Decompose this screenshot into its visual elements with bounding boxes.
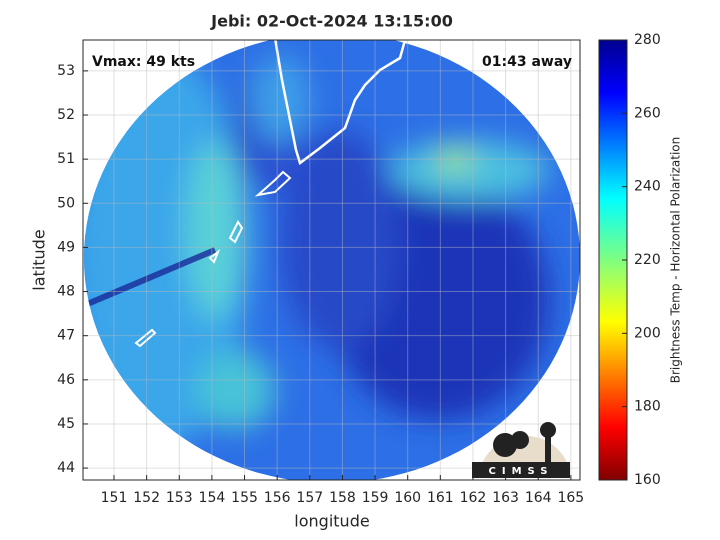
x-tick-label: 161 <box>427 490 454 506</box>
x-tick-label: 155 <box>231 490 258 506</box>
y-tick-label: 52 <box>57 107 75 123</box>
x-tick-label: 164 <box>525 490 552 506</box>
colorbar-tick-label: 260 <box>634 105 661 121</box>
y-tick-label: 47 <box>57 328 75 344</box>
colorbar-tick-label: 220 <box>634 252 661 268</box>
x-axis-label: longitude <box>294 512 369 531</box>
y-tick-label: 45 <box>57 416 75 432</box>
y-axis-label: latitude <box>30 229 49 290</box>
logo-text: CIMSS <box>489 466 554 477</box>
y-tick-label: 48 <box>57 284 75 300</box>
x-tick-label: 154 <box>199 490 226 506</box>
x-tick-label: 159 <box>362 490 389 506</box>
x-tick-label: 160 <box>394 490 421 506</box>
logo: CIMSS <box>472 422 570 478</box>
x-tick-label: 152 <box>133 490 160 506</box>
chart-title: Jebi: 02-Oct-2024 13:15:00 <box>210 12 453 31</box>
x-tick-label: 158 <box>329 490 356 506</box>
y-tick-label: 51 <box>57 151 75 167</box>
y-tick-label: 53 <box>57 63 75 79</box>
x-tick-label: 162 <box>460 490 487 506</box>
colorbar-label: Brightness Temp - Horizontal Polarizatio… <box>669 137 683 384</box>
x-tick-label: 157 <box>296 490 323 506</box>
satellite-image <box>83 40 580 480</box>
annotation: Vmax: 49 kts <box>92 54 195 70</box>
x-tick-label: 151 <box>101 490 128 506</box>
colorbar-tick-label: 180 <box>634 399 661 415</box>
y-tick-label: 50 <box>57 195 75 211</box>
x-tick-label: 163 <box>492 490 519 506</box>
colorbar-tick-label: 160 <box>634 472 661 488</box>
annotation: 01:43 away <box>482 54 572 70</box>
colorbar-tick-label: 200 <box>634 325 661 341</box>
plot-frame <box>82 39 581 481</box>
y-tick-label: 46 <box>57 372 75 388</box>
colorbar-tick-label: 280 <box>634 32 661 48</box>
colorbar-tick-label: 240 <box>634 179 661 195</box>
x-tick-label: 156 <box>264 490 291 506</box>
y-tick-label: 49 <box>57 239 75 255</box>
x-tick-label: 165 <box>557 490 584 506</box>
x-tick-label: 153 <box>166 490 193 506</box>
y-tick-label: 44 <box>57 460 75 476</box>
